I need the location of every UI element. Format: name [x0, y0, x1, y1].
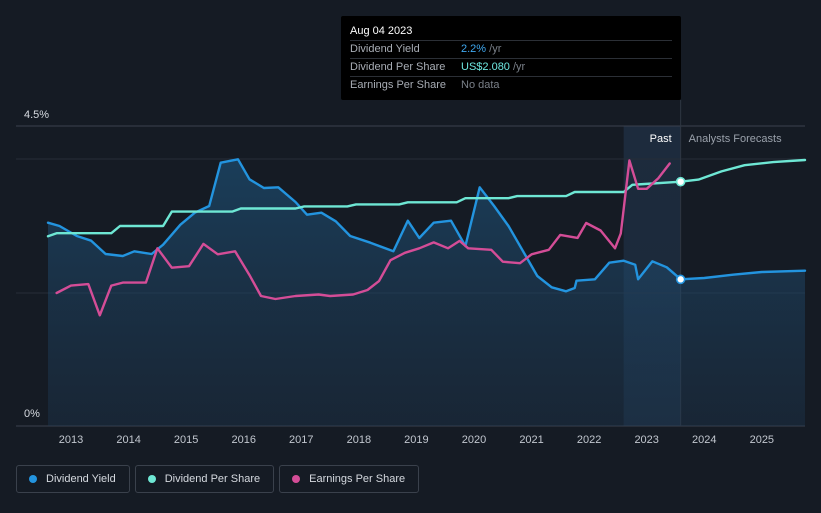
forecast-label: Analysts Forecasts: [689, 133, 782, 145]
tooltip-value: No data: [461, 79, 500, 91]
dividend-yield-area: [48, 159, 805, 427]
tooltip-value: 2.2% /yr: [461, 43, 502, 55]
x-tick-label: 2024: [692, 434, 716, 446]
legend-item-earnings-per-share[interactable]: Earnings Per Share: [279, 465, 420, 493]
x-tick-label: 2014: [116, 434, 140, 446]
x-tick-label: 2021: [519, 434, 543, 446]
tooltip-label: Earnings Per Share: [350, 79, 446, 91]
y-tick-label: 0%: [24, 408, 40, 420]
tooltip-label: Dividend Per Share: [350, 61, 446, 73]
tooltip-row-earnings-per-share: Earnings Per Share No data: [350, 77, 672, 94]
x-tick-label: 2020: [462, 434, 486, 446]
legend-dot-icon: [147, 475, 156, 483]
legend-label: Dividend Per Share: [164, 473, 261, 485]
x-tick-label: 2015: [174, 434, 198, 446]
x-tick-label: 2025: [750, 434, 774, 446]
x-tick-label: 2019: [404, 434, 428, 446]
x-tick-label: 2023: [634, 434, 658, 446]
x-tick-label: 2018: [347, 434, 371, 446]
y-tick-label: 4.5%: [24, 109, 49, 121]
tooltip-value: US$2.080 /yr: [461, 61, 526, 73]
x-tick-label: 2013: [59, 434, 83, 446]
dividend-per-share-line: [46, 158, 807, 238]
legend-label: Dividend Yield: [46, 473, 116, 485]
tooltip: Aug 04 2023 Dividend Yield 2.2% /yr Divi…: [341, 16, 681, 100]
dividend-yield-marker: [675, 274, 686, 285]
tooltip-row-dividend-yield: Dividend Yield 2.2% /yr: [350, 41, 672, 59]
x-tick-label: 2017: [289, 434, 313, 446]
legend-label: Earnings Per Share: [309, 473, 406, 485]
dividend-yield-line: [46, 158, 807, 293]
dividend-per-share-marker: [675, 176, 686, 187]
legend: Dividend Yield Dividend Per Share Earnin…: [16, 465, 420, 493]
x-tick-label: 2022: [577, 434, 601, 446]
legend-dot-icon: [292, 475, 301, 483]
legend-item-dividend-per-share[interactable]: Dividend Per Share: [134, 465, 275, 493]
earnings-per-share-line: [55, 159, 671, 317]
legend-item-dividend-yield[interactable]: Dividend Yield: [16, 465, 130, 493]
tooltip-label: Dividend Yield: [350, 43, 420, 55]
tooltip-date: Aug 04 2023: [350, 22, 672, 41]
tooltip-row-dividend-per-share: Dividend Per Share US$2.080 /yr: [350, 59, 672, 77]
x-tick-label: 2016: [231, 434, 255, 446]
legend-dot-icon: [29, 475, 37, 483]
past-label: Past: [650, 133, 672, 145]
